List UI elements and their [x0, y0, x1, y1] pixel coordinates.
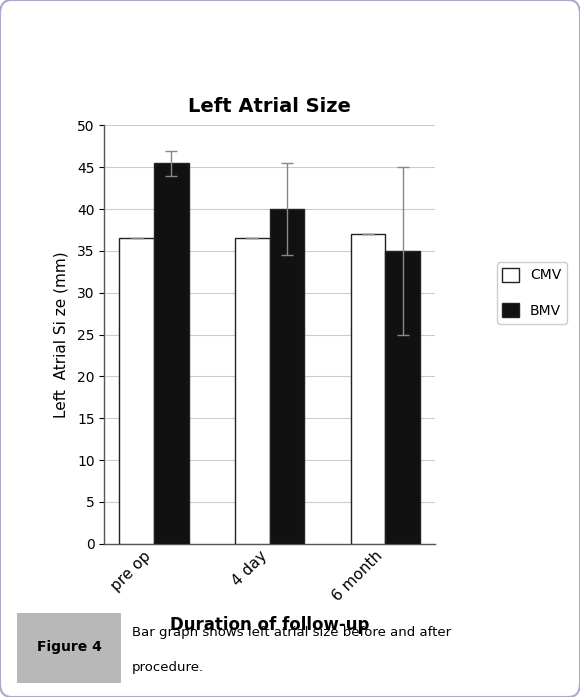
Bar — [385, 251, 420, 544]
Text: Figure 4: Figure 4 — [37, 640, 102, 654]
Legend: CMV, BMV: CMV, BMV — [496, 262, 567, 323]
Bar — [235, 238, 270, 544]
Bar — [119, 238, 154, 544]
Text: Bar graph shows left atrial size before and after: Bar graph shows left atrial size before … — [132, 627, 451, 639]
Y-axis label: Left  Atrial Si ze (mm): Left Atrial Si ze (mm) — [54, 251, 68, 418]
Text: procedure.: procedure. — [132, 661, 204, 674]
Bar — [351, 234, 385, 544]
Bar — [154, 163, 188, 544]
X-axis label: Duration of follow-up: Duration of follow-up — [170, 615, 369, 634]
Bar — [270, 209, 304, 544]
FancyBboxPatch shape — [17, 613, 121, 683]
Title: Left Atrial Size: Left Atrial Size — [188, 97, 351, 116]
